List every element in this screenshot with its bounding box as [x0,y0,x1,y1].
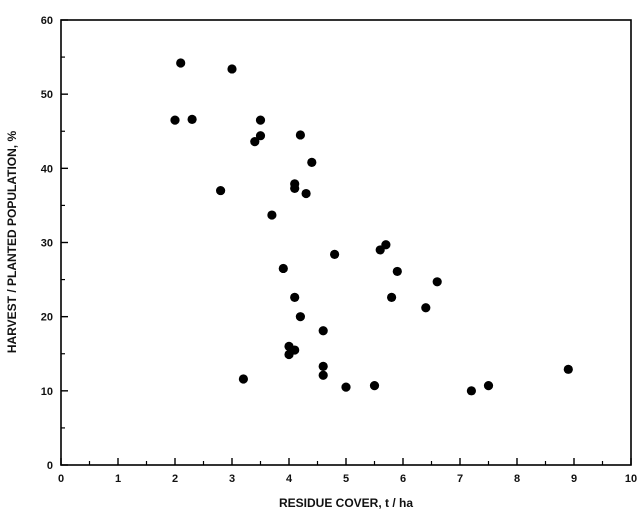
data-point-17 [295,130,305,140]
data-point-0 [170,115,180,125]
data-point-4 [227,64,237,74]
data-point-28 [381,240,391,250]
x-tick-label: 6 [400,473,406,485]
y-tick-label: 20 [41,312,53,324]
data-point-26 [369,381,380,391]
x-tick-label: 10 [625,473,637,485]
data-point-29 [387,292,397,302]
data-point-9 [267,210,277,220]
x-tick-label: 5 [343,473,349,485]
data-point-6 [250,137,260,147]
x-tick-label: 4 [286,473,293,485]
data-point-16 [290,345,300,355]
data-point-18 [295,312,305,322]
data-point-25 [341,382,351,392]
data-point-3 [216,185,226,196]
x-tick-label: 3 [229,473,235,485]
y-tick-label: 50 [41,89,53,101]
data-point-22 [318,361,328,371]
y-tick-label: 60 [41,15,53,27]
x-tick-label: 8 [514,473,520,485]
data-point-14 [290,183,300,193]
data-point-24 [330,249,340,259]
data-point-35 [563,364,573,374]
data-point-1 [176,58,186,68]
data-point-33 [466,386,476,396]
data-point-30 [392,266,402,277]
y-tick-label: 40 [41,163,53,175]
x-tick-label: 1 [115,473,121,485]
y-tick-label: 0 [47,460,53,472]
data-points [170,58,573,396]
data-point-19 [301,188,311,199]
y-axis-title: HARVEST / PLANTED POPULATION, % [5,131,19,354]
x-tick-label: 2 [172,473,178,485]
data-point-8 [255,131,266,141]
data-point-15 [290,292,300,302]
plot-frame [60,19,632,466]
y-tick-label: 10 [41,386,53,398]
x-tick-label: 9 [571,473,577,485]
data-point-10 [278,263,288,274]
y-tick-label: 30 [41,238,53,250]
x-tick-label: 0 [58,473,64,485]
data-point-21 [318,326,328,336]
data-point-34 [483,381,494,391]
data-point-20 [307,157,317,167]
data-point-2 [187,114,197,124]
x-axis-title: RESIDUE COVER, t / ha [279,496,413,510]
data-point-5 [238,374,248,384]
data-point-7 [255,115,266,125]
data-point-32 [432,277,442,287]
data-point-23 [318,370,328,380]
axis-ticks: 0 1 2 3 4 5 6 7 8 9 10 0 10 20 30 40 50 60 [41,15,637,485]
x-tick-label: 7 [457,473,463,485]
data-point-31 [421,303,431,313]
